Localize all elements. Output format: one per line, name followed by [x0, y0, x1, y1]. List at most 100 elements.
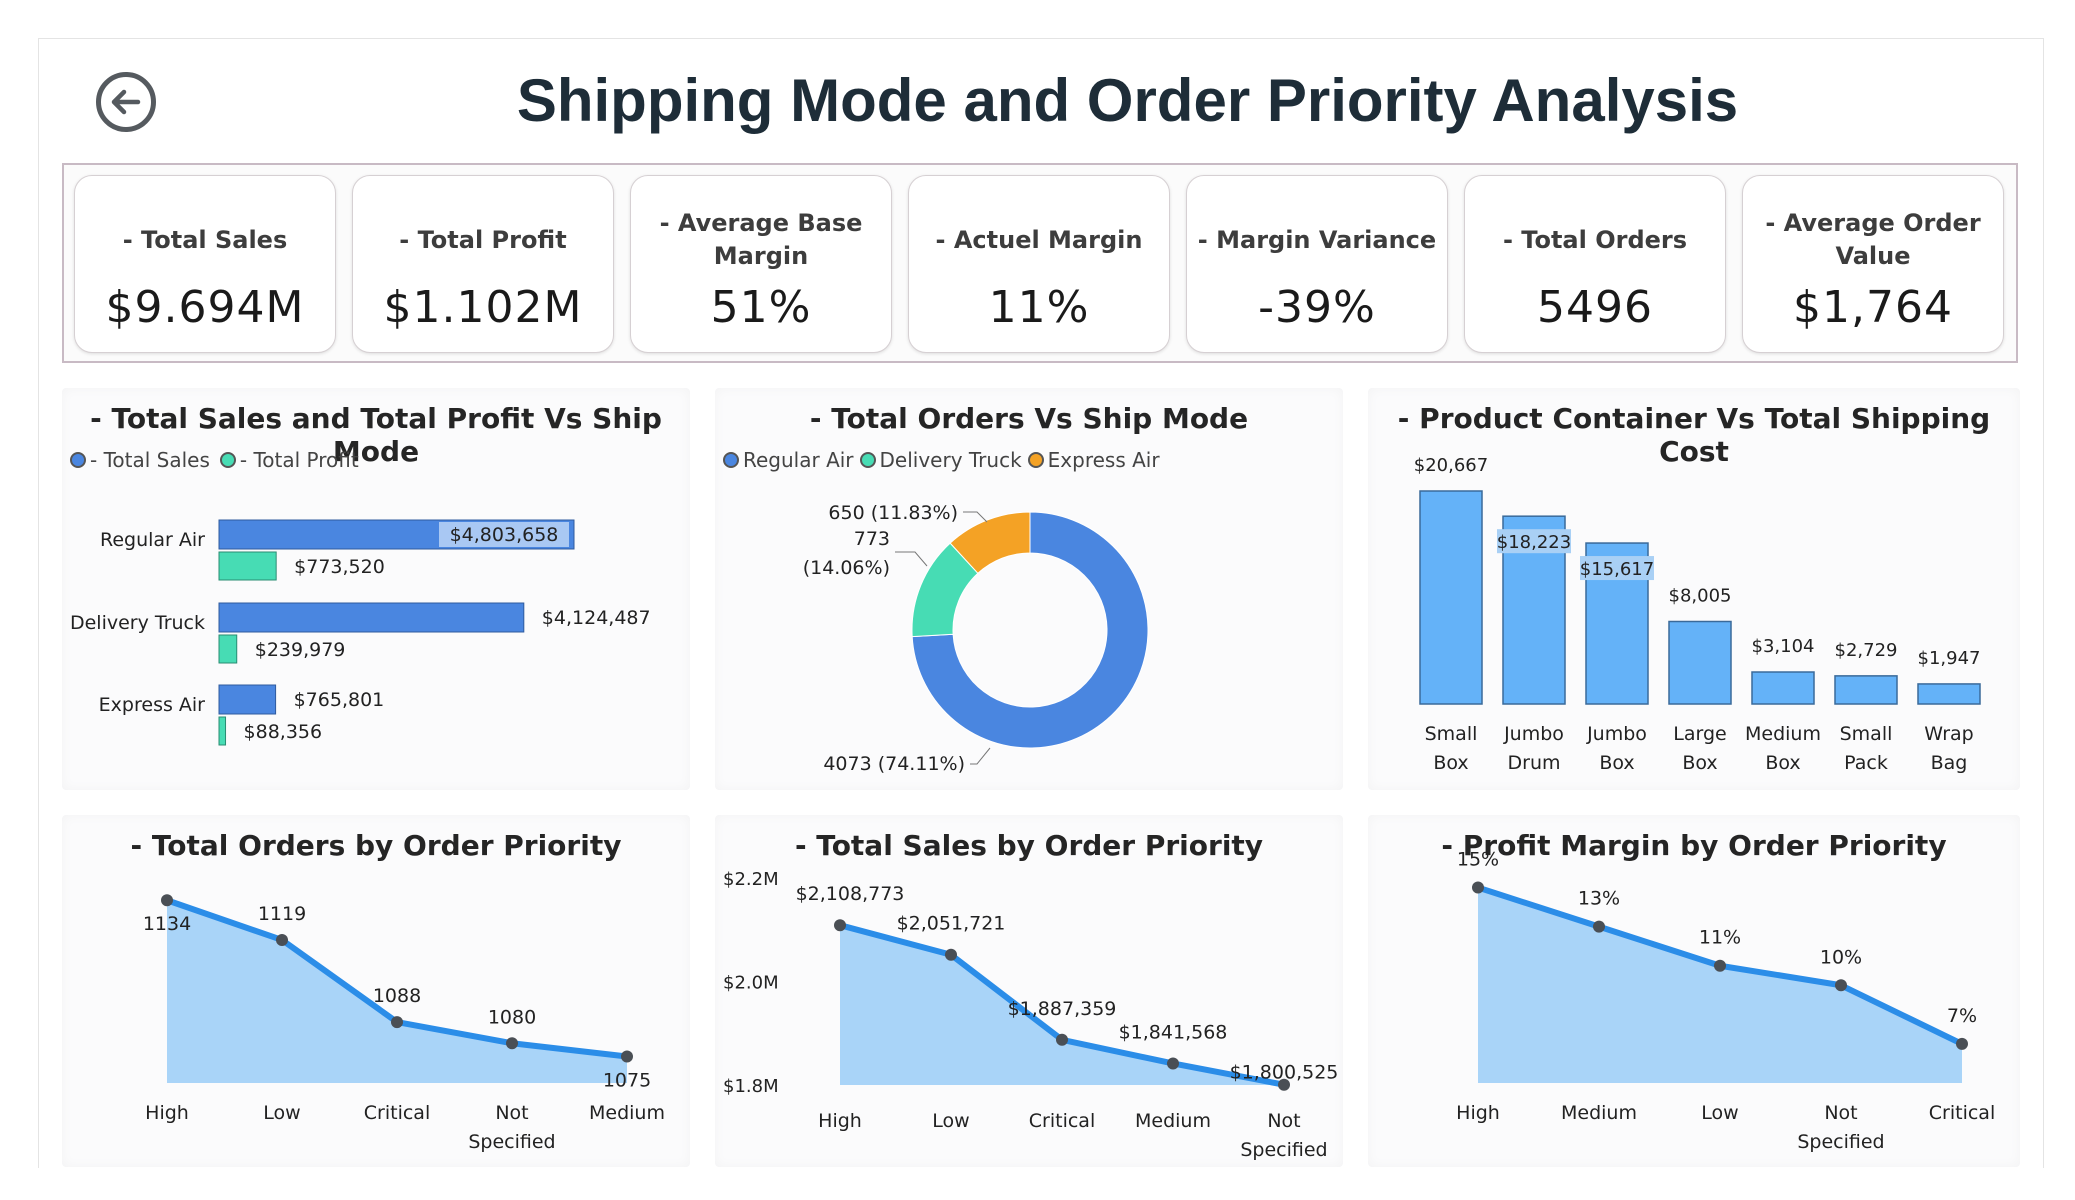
category-label: Small: [1840, 723, 1893, 745]
sales-bar: [218, 602, 525, 633]
category-label: Low: [1701, 1102, 1738, 1124]
sales-priority-panel: - Total Sales by Order Priority $2.2M $2.…: [715, 815, 1343, 1167]
data-label: 1075: [603, 1070, 651, 1092]
category-label: Box: [1433, 752, 1468, 774]
y-tick-label: $2.0M: [723, 973, 779, 994]
sales-profit-bar-chart: Regular Air $4,803,658 $773,520 Delivery Tr…: [70, 519, 651, 746]
legend-dot-icon: [859, 452, 876, 468]
category-label: Bag: [1931, 752, 1968, 774]
slice-label: 4073 (74.11%): [823, 753, 965, 775]
category-label: Jumbo: [1503, 723, 1564, 745]
orders-priority-panel: - Total Orders by Order Priority 1134 Hig…: [62, 815, 690, 1167]
kpi-label: - Total Profit: [399, 225, 567, 254]
data-label: $2,108,773: [796, 883, 905, 905]
legend-label: Regular Air: [743, 448, 854, 472]
category-label: Critical: [1029, 1110, 1095, 1132]
container-bar: [1419, 490, 1483, 705]
category-label: Pack: [1844, 752, 1888, 774]
category-label: Medium: [589, 1102, 665, 1124]
legend-item[interactable]: Regular Air: [723, 448, 854, 472]
data-point: [276, 933, 288, 946]
data-point: [391, 1016, 403, 1029]
profit-value-label: $88,356: [244, 721, 323, 743]
container-shipping-cost-panel: - Product Container Vs Total Shipping Co…: [1368, 388, 2020, 790]
kpi-card-average-order-value: - Average Order Value $1,764: [1742, 175, 2004, 353]
profit-bar: [218, 551, 277, 581]
panel-title: - Total Orders Vs Ship Mode: [809, 402, 1249, 435]
legend-item[interactable]: Delivery Truck: [859, 448, 1022, 472]
sales-value-label: $4,803,658: [450, 524, 559, 546]
category-label: Box: [1682, 752, 1717, 774]
orders-shipmode-panel: - Total Orders Vs Ship Mode Regular Air …: [715, 388, 1343, 790]
page-frame: [38, 38, 2044, 1168]
data-label: 1119: [258, 903, 306, 925]
category-label: Jumbo: [1586, 723, 1647, 745]
kpi-value: 5496: [1537, 282, 1653, 333]
category-label: Regular Air: [100, 529, 205, 551]
category-label: Wrap: [1924, 723, 1973, 745]
category-label: Not: [1267, 1110, 1300, 1132]
back-button[interactable]: [96, 72, 156, 132]
area-fill: [1478, 887, 1962, 1083]
legend-label: Express Air: [1047, 448, 1160, 472]
category-label: High: [818, 1110, 862, 1132]
data-label: $1,887,359: [1008, 998, 1117, 1020]
container-bar: [1751, 671, 1815, 705]
data-label: $1,800,525: [1230, 1062, 1339, 1084]
orders-donut-chart: 4073 (74.11%) 773 (14.06%) 650 (11.83%): [803, 502, 1149, 775]
legend-dot-icon: [219, 452, 236, 468]
profit-value-label: $773,520: [294, 556, 385, 578]
category-label: Box: [1765, 752, 1800, 774]
bar-value-label: $18,223: [1497, 532, 1571, 553]
kpi-label: - Margin Variance: [1197, 225, 1437, 254]
donut-slice: [911, 511, 1149, 749]
data-point: [834, 919, 846, 932]
category-label: Medium: [1135, 1110, 1211, 1132]
kpi-card-total-orders: - Total Orders 5496: [1464, 175, 1726, 353]
kpi-label: - Total Sales: [122, 225, 288, 254]
category-label: Critical: [1929, 1102, 1995, 1124]
legend-label: Delivery Truck: [879, 448, 1022, 472]
container-cost-bar-chart: $20,667 Small Box $18,223 Jumbo Drum $15,617 Ju…: [1414, 455, 1981, 774]
kpi-value: 51%: [710, 282, 812, 333]
profit-bar: [218, 634, 238, 664]
page-title: Shipping Mode and Order Priority Analysi…: [516, 67, 1739, 134]
kpi-card-total-sales: - Total Sales $9.694M: [74, 175, 336, 353]
data-label: 1088: [373, 985, 421, 1007]
data-label-background: [1497, 529, 1571, 554]
category-label: Not: [1824, 1102, 1857, 1124]
sales-priority-area-chart: $2.2M $2.0M $1.8M $2,108,773 High $2,051,721 L…: [723, 869, 1339, 1161]
data-point: [1835, 979, 1847, 992]
data-point: [1278, 1078, 1290, 1091]
kpi-value: $1,764: [1793, 282, 1953, 333]
leader-line: [963, 511, 988, 523]
data-label: 13%: [1578, 888, 1620, 910]
data-label-background: [439, 522, 569, 547]
panel-title: - Total Sales and Total Profit Vs Ship M…: [90, 402, 662, 468]
panel-title: - Total Orders by Order Priority: [130, 829, 622, 862]
data-point: [1472, 881, 1484, 894]
data-label: 1080: [488, 1006, 536, 1028]
data-point: [1593, 920, 1605, 933]
category-label: Low: [263, 1102, 300, 1124]
kpi-card-actual-margin: - Actuel Margin 11%: [908, 175, 1170, 353]
orders-priority-area-chart: 1134 High 1119 Low 1088 Critical 1080 Not Specif…: [143, 894, 665, 1153]
kpi-value: $9.694M: [105, 282, 305, 333]
sales-profit-shipmode-panel: - Total Sales and Total Profit Vs Ship M…: [62, 388, 690, 790]
y-tick-label: $1.8M: [723, 1076, 779, 1097]
kpi-label: - Average Base Margin: [659, 209, 863, 270]
legend-item[interactable]: - Total Profit: [219, 448, 359, 472]
legend-item[interactable]: Express Air: [1027, 448, 1160, 472]
slice-label: (14.06%): [803, 557, 890, 579]
category-label: Delivery Truck: [70, 612, 205, 634]
kpi-label: - Actuel Margin: [935, 225, 1143, 254]
category-label: Specified: [1797, 1131, 1884, 1153]
bar-value-label: $15,617: [1580, 559, 1654, 580]
kpi-card-total-profit: - Total Profit $1.102M: [352, 175, 614, 353]
legend-item[interactable]: - Total Sales: [70, 448, 210, 472]
bar-value-label: $8,005: [1669, 585, 1732, 606]
data-label: 10%: [1820, 946, 1862, 968]
data-label: 7%: [1947, 1005, 1977, 1027]
kpi-card-average-base-margin: - Average Base Margin 51%: [630, 175, 892, 353]
profit-bar: [218, 716, 227, 746]
